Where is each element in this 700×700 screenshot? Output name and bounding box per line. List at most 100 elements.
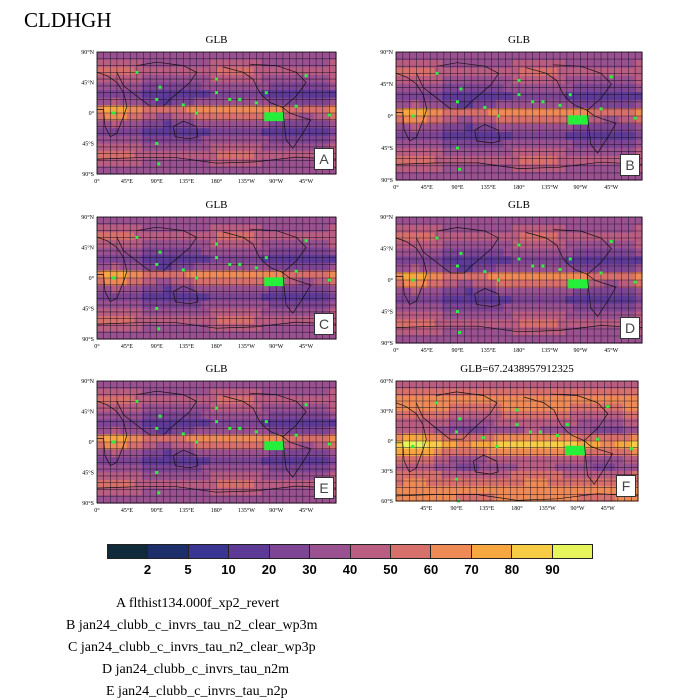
heatmap-cell: [97, 247, 106, 256]
heatmap-cell: [253, 293, 262, 302]
heatmap-cell: [313, 308, 322, 317]
heatmap-cell: [306, 285, 315, 294]
heatmap-cell: [396, 311, 405, 320]
heatmap-cell: [201, 426, 210, 435]
heatmap-cell: [464, 471, 473, 480]
heatmap-cell: [223, 331, 233, 340]
heatmap-cell: [104, 426, 113, 435]
heatmap-cell: [465, 148, 474, 157]
heatmap-cell: [534, 327, 543, 336]
x-tick-label: 180°: [211, 178, 223, 185]
heatmap-cell: [306, 224, 315, 233]
heatmap-cell: [104, 323, 113, 332]
heatmap-cell: [630, 388, 639, 397]
heatmap-cell: [201, 323, 210, 332]
heatmap-cell: [186, 442, 195, 451]
heatmap-cell: [216, 113, 225, 122]
heatmap-cell: [449, 92, 459, 101]
heatmap-cell: [465, 116, 474, 125]
heatmap-cell: [526, 256, 535, 265]
heatmap-cell: [246, 82, 255, 91]
heatmap-cell: [194, 285, 203, 294]
heatmap-cell: [464, 426, 473, 435]
heatmap-cell: [321, 495, 330, 504]
y-tick-label: 90°N: [380, 214, 393, 221]
heatmap-cell: [149, 308, 158, 317]
heatmap-cell: [283, 120, 292, 129]
heatmap-cell: [223, 388, 233, 397]
heatmap-cell: [134, 449, 143, 458]
heatmap-cell: [97, 113, 106, 122]
heatmap-cell: [634, 124, 643, 133]
heatmap-cell: [283, 247, 292, 256]
heatmap-cell: [186, 247, 195, 256]
y-tick-label: 45°S: [381, 145, 393, 152]
heatmap-cell: [149, 278, 158, 287]
heatmap-cell: [216, 293, 225, 302]
heatmap-cell: [509, 411, 518, 420]
heatmap-cell: [403, 156, 412, 165]
heatmap-cell: [557, 68, 566, 77]
heatmap-cell: [268, 143, 277, 152]
heatmap-cell: [223, 278, 233, 287]
heatmap-cell: [291, 224, 300, 233]
heatmap-cell: [511, 60, 520, 69]
heatmap-cell: [253, 143, 262, 152]
heatmap-cell: [519, 248, 528, 257]
heatmap-cell: [434, 92, 443, 101]
heatmap-cell: [126, 105, 135, 114]
heatmap-cell: [141, 323, 150, 332]
heatmap-cell: [495, 60, 505, 69]
heatmap-cell: [104, 151, 113, 160]
heatmap-cell: [501, 471, 511, 480]
heatmap-cell: [519, 84, 528, 93]
heatmap-cell: [457, 272, 466, 281]
grid-lines: [396, 381, 638, 501]
heatmap-cell: [495, 295, 505, 305]
heatmap-cell: [283, 158, 292, 167]
heatmap-cell: [328, 426, 337, 435]
x-tick-label: 90°W: [269, 343, 283, 350]
heatmap-cell: [456, 493, 465, 502]
heatmap-cell: [97, 217, 106, 226]
heatmap-cell: [216, 411, 225, 420]
heatmap-cell: [630, 493, 639, 502]
heatmap-cell: [216, 449, 225, 458]
heatmap-cell: [313, 82, 322, 91]
heatmap-cell: [503, 311, 512, 320]
heatmap-cell: [276, 487, 285, 496]
panel-title: GLB=67.2438957912325: [460, 363, 574, 375]
heatmap-cell: [268, 331, 277, 340]
heatmap-cell: [588, 335, 597, 344]
heatmap-cell: [276, 480, 285, 489]
heatmap-cell: [403, 418, 412, 427]
station-marker: [228, 97, 232, 101]
heatmap-cell: [134, 308, 143, 317]
heatmap-cell: [194, 434, 203, 443]
heatmap-cell: [306, 411, 315, 420]
heatmap-cell: [396, 224, 405, 234]
heatmap-cell: [216, 495, 225, 504]
heatmap-cell: [524, 441, 533, 450]
station-marker: [481, 436, 485, 440]
heatmap-cell: [517, 486, 526, 495]
heatmap-cell: [588, 52, 597, 61]
heatmap-cell: [246, 381, 255, 390]
heatmap-cell: [501, 478, 511, 487]
heatmap-cell: [494, 471, 503, 480]
heatmap-cell: [194, 255, 203, 264]
heatmap-cell: [216, 419, 225, 428]
heatmap-cell: [313, 97, 322, 106]
y-tick-label: 30°S: [381, 468, 393, 475]
heatmap-cell: [328, 224, 337, 233]
heatmap-cell: [223, 232, 233, 241]
heatmap-cell: [449, 52, 459, 61]
heatmap-cell: [164, 97, 173, 106]
heatmap-cell: [141, 97, 150, 106]
heatmap-cell: [104, 442, 113, 451]
station-marker: [497, 114, 500, 118]
heatmap-cell: [572, 60, 582, 69]
heatmap-cell: [457, 172, 466, 181]
heatmap-cell: [253, 419, 262, 428]
heatmap-cell: [592, 418, 601, 427]
